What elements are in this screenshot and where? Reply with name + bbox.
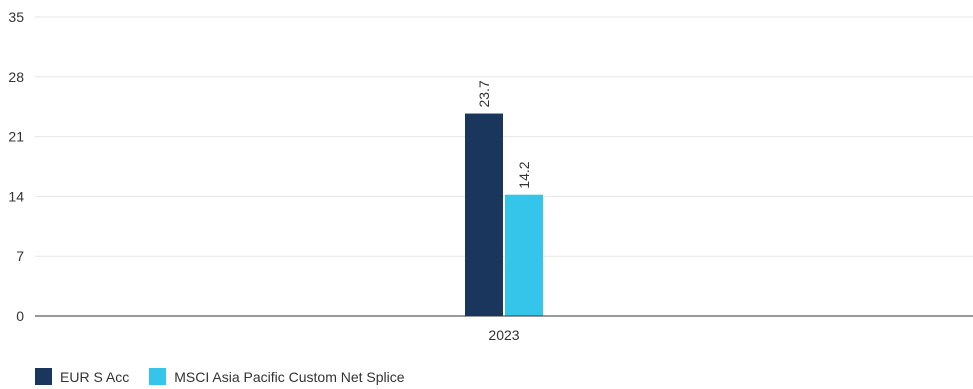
y-tick-label: 0 [16, 308, 24, 324]
legend-label-eur-s-acc: EUR S Acc [60, 368, 130, 385]
bar [465, 113, 503, 316]
bar [505, 194, 543, 316]
legend: EUR S Acc MSCI Asia Pacific Custom Net S… [35, 368, 425, 385]
y-axis: 0 7 14 21 28 35 [8, 9, 24, 324]
legend-item-eur-s-acc: EUR S Acc [35, 368, 129, 385]
bars: 23.7 14.2 [465, 80, 543, 316]
bar-data-label: 14.2 [516, 161, 532, 188]
legend-label-msci: MSCI Asia Pacific Custom Net Splice [174, 368, 405, 385]
legend-swatch-msci [149, 368, 167, 385]
x-tick-label: 2023 [488, 327, 519, 343]
x-axis: 2023 [35, 315, 973, 343]
y-tick-label: 14 [8, 188, 24, 204]
legend-swatch-eur-s-acc [35, 368, 52, 385]
y-tick-label: 21 [8, 129, 24, 145]
bar-data-label: 23.7 [476, 80, 492, 107]
y-tick-label: 7 [16, 248, 24, 264]
legend-item-msci: MSCI Asia Pacific Custom Net Splice [149, 368, 405, 385]
y-tick-label: 28 [8, 69, 24, 85]
y-tick-label: 35 [8, 9, 24, 25]
gridlines [35, 16, 973, 257]
